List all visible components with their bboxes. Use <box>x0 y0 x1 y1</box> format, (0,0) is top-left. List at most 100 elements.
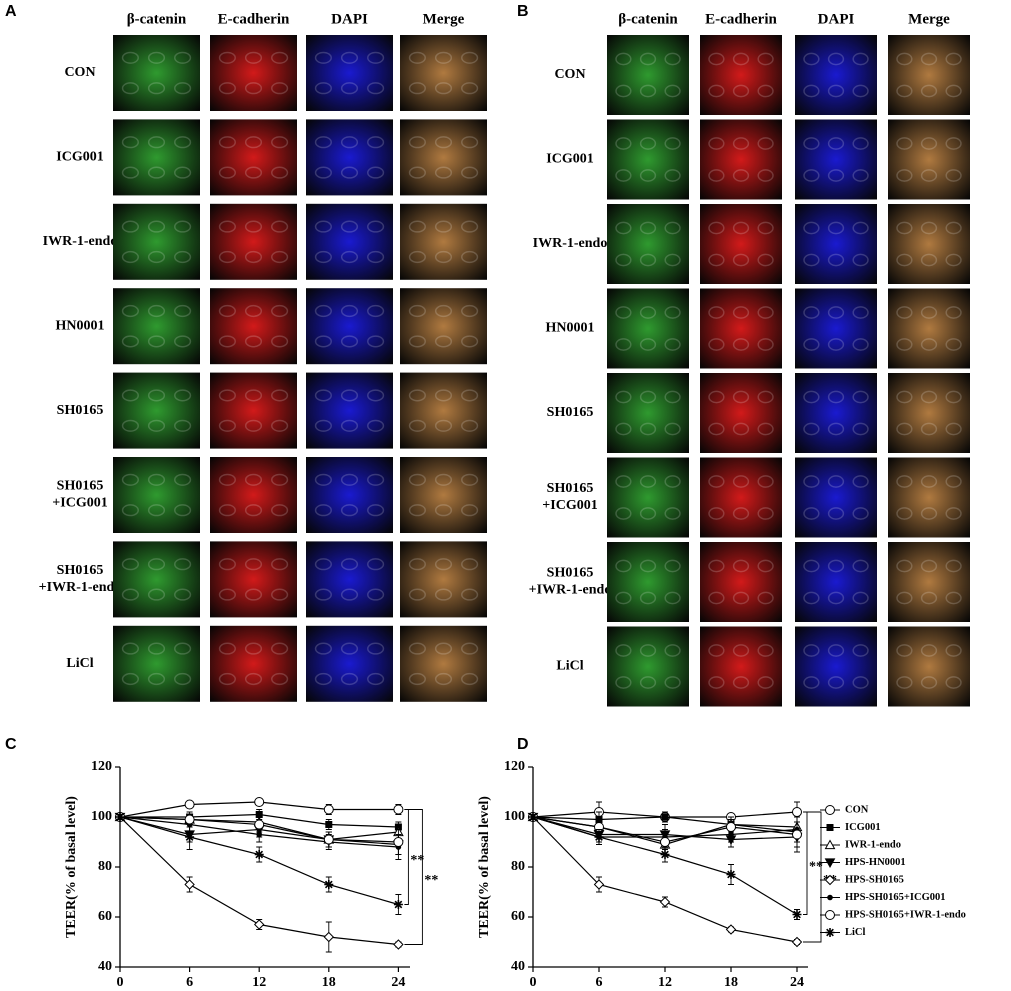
cell <box>803 507 820 520</box>
cell <box>271 473 289 486</box>
micrograph <box>306 203 393 280</box>
cell <box>827 306 845 319</box>
cell <box>218 82 236 95</box>
cell <box>757 306 774 319</box>
cell <box>615 422 632 436</box>
cell <box>314 304 332 318</box>
cell <box>367 51 385 64</box>
marker <box>528 812 538 822</box>
cell <box>732 338 750 351</box>
cell <box>664 591 681 605</box>
marker <box>254 819 265 830</box>
cell <box>434 136 453 149</box>
cell <box>757 253 774 267</box>
cell <box>367 82 385 95</box>
cell <box>147 335 166 348</box>
marker <box>393 939 404 950</box>
y-tick-label: 120 <box>91 759 112 774</box>
cell <box>244 304 263 318</box>
cell <box>945 422 962 436</box>
cell <box>827 338 845 351</box>
cell <box>147 220 166 233</box>
cell <box>615 84 632 98</box>
cell <box>174 642 192 655</box>
cell <box>340 389 359 402</box>
row-label: HN0001 <box>56 318 105 333</box>
cell <box>852 253 869 267</box>
cell <box>757 644 774 657</box>
y-axis-label: TEER(% of basal level) <box>477 796 492 938</box>
cell <box>757 390 774 404</box>
cell <box>664 84 681 98</box>
y-tick-label: 80 <box>98 859 112 874</box>
marker <box>792 829 802 840</box>
cell <box>639 306 657 319</box>
cell <box>408 250 426 264</box>
cell <box>244 642 263 655</box>
cell <box>615 390 632 404</box>
micrograph <box>700 373 782 453</box>
cell <box>408 588 426 601</box>
cell <box>852 221 869 235</box>
cell <box>664 169 681 182</box>
cell <box>121 136 139 149</box>
cell <box>757 169 774 182</box>
cell <box>408 558 426 571</box>
x-tick-label: 12 <box>252 975 266 990</box>
cell <box>639 169 657 182</box>
cell <box>147 51 166 64</box>
column-header: DAPI <box>818 11 855 27</box>
row-label: SH0165 <box>57 403 104 418</box>
cell <box>244 672 263 686</box>
cell <box>121 304 139 318</box>
cell <box>271 642 289 655</box>
y-tick-label: 40 <box>98 959 112 974</box>
cell <box>664 644 681 657</box>
cell <box>367 250 385 264</box>
micrograph <box>700 626 782 707</box>
cell <box>803 644 820 657</box>
row-label: SH0165 <box>547 566 594 581</box>
cell <box>757 221 774 235</box>
x-tick-label: 6 <box>186 975 193 990</box>
cell <box>340 82 359 95</box>
cell <box>434 335 453 348</box>
micrograph <box>210 119 297 196</box>
significance-bracket <box>803 811 822 943</box>
cell <box>367 504 385 517</box>
column-header: Merge <box>423 11 465 27</box>
cell <box>340 558 359 571</box>
micrograph <box>795 35 877 115</box>
panel-label: C <box>5 736 17 753</box>
cell <box>664 253 681 267</box>
cell <box>434 220 453 233</box>
cell <box>732 306 750 319</box>
cell <box>271 136 289 149</box>
cell <box>827 253 845 267</box>
cell <box>121 389 139 402</box>
cell <box>434 558 453 571</box>
cell <box>757 52 774 66</box>
cell <box>920 676 938 689</box>
cell <box>639 591 657 605</box>
marker <box>792 910 802 919</box>
cell <box>732 390 750 404</box>
cell <box>218 136 236 149</box>
cell <box>218 473 236 486</box>
cell <box>340 504 359 517</box>
cell <box>664 306 681 319</box>
cell <box>757 591 774 605</box>
marker <box>725 924 737 935</box>
cell <box>615 253 632 267</box>
micrograph <box>210 288 297 365</box>
marker <box>184 814 195 825</box>
micrograph <box>795 204 877 284</box>
cell <box>121 419 139 432</box>
legend-label: LiCl <box>845 927 866 938</box>
cell <box>461 419 479 432</box>
column-header: β-catenin <box>618 11 678 27</box>
cell <box>945 169 962 182</box>
micrograph <box>306 35 393 111</box>
marker <box>393 900 403 909</box>
marker <box>393 837 404 847</box>
